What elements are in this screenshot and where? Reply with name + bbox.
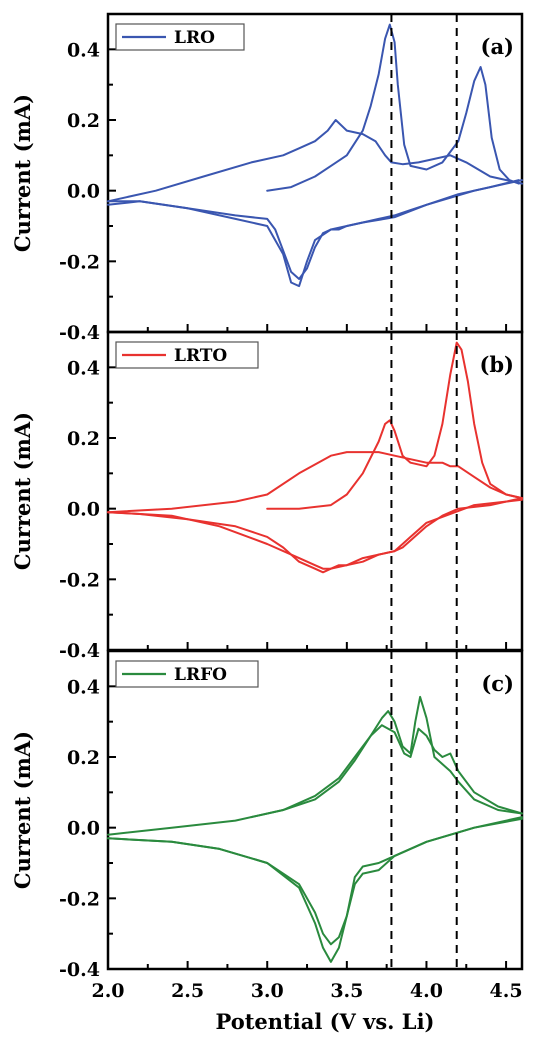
y-tick-label: -0.2 xyxy=(59,569,100,591)
panel-2: -0.4 -0.2 0.0 0.2 0.4 Current (mA) LRTO (b) xyxy=(10,330,524,662)
x-axis-label: Potential (V vs. Li) xyxy=(215,1009,434,1034)
panel-3: -0.4 -0.2 0.0 0.2 0.4 Current (mA) LRFO (c) xyxy=(10,649,524,981)
plot-frame xyxy=(106,649,524,971)
legend: LRO xyxy=(115,23,245,51)
y-tick-label: -0.2 xyxy=(59,888,100,910)
x-axis: 2.0 2.5 3.0 3.5 4.0 4.5 Potential (V vs. Li) xyxy=(91,980,522,1034)
cv-curve-4 xyxy=(107,498,523,570)
panel-label: (a) xyxy=(481,34,514,59)
x-tick-label: 2.0 xyxy=(91,980,124,1002)
y-tick-label: 0.2 xyxy=(67,110,100,132)
plot-frame xyxy=(106,12,524,334)
y-tick-label: -0.4 xyxy=(59,959,100,981)
plot-frame xyxy=(106,330,524,652)
y-tick-label: 0.0 xyxy=(67,818,100,840)
y-tick-label: 0.4 xyxy=(67,39,100,61)
y-tick-label: 0.2 xyxy=(67,747,100,769)
y-tick-label: 0.0 xyxy=(67,499,100,521)
y-tick-label: 0.2 xyxy=(67,428,100,450)
y-axis-label: Current (mA) xyxy=(10,412,35,570)
y-tick-label: 0.4 xyxy=(67,357,100,379)
x-tick-label: 2.5 xyxy=(171,980,204,1002)
legend-box xyxy=(115,660,259,688)
cv-curve-1 xyxy=(250,695,523,819)
legend: LRTO xyxy=(115,341,259,369)
x-tick-label: 3.0 xyxy=(251,980,284,1002)
legend: LRFO xyxy=(115,660,259,688)
y-axis-label: Current (mA) xyxy=(10,94,35,252)
y-tick-label: -0.4 xyxy=(59,322,100,344)
cv-curve-1 xyxy=(266,341,523,510)
x-tick-label: 4.0 xyxy=(410,980,443,1002)
y-tick-label: 0.0 xyxy=(67,181,100,203)
cv-curve-4 xyxy=(107,179,523,288)
panel-label: (c) xyxy=(481,671,514,696)
y-tick-label: -0.2 xyxy=(59,251,100,273)
y-axis-label: Current (mA) xyxy=(10,731,35,889)
cv-curve-1 xyxy=(266,23,520,192)
legend-label: LRO xyxy=(174,28,215,48)
panel-label: (b) xyxy=(479,352,514,377)
legend-label: LRFO xyxy=(174,665,227,685)
cv-curve-2 xyxy=(107,816,523,963)
reference-lines xyxy=(390,14,458,969)
y-tick-label: 0.4 xyxy=(67,676,100,698)
legend-label: LRTO xyxy=(174,346,227,366)
cv-curve-3 xyxy=(107,724,523,836)
cv-curve-3 xyxy=(107,119,523,203)
cv-curve-4 xyxy=(107,817,523,946)
panel-1: -0.4 -0.2 0.0 0.2 0.4 Current (mA) LRO (a) xyxy=(10,12,524,344)
cv-curve-3 xyxy=(107,451,523,514)
x-tick-label: 4.5 xyxy=(490,980,523,1002)
x-tick-label: 3.5 xyxy=(330,980,363,1002)
y-tick-label: -0.4 xyxy=(59,640,100,662)
